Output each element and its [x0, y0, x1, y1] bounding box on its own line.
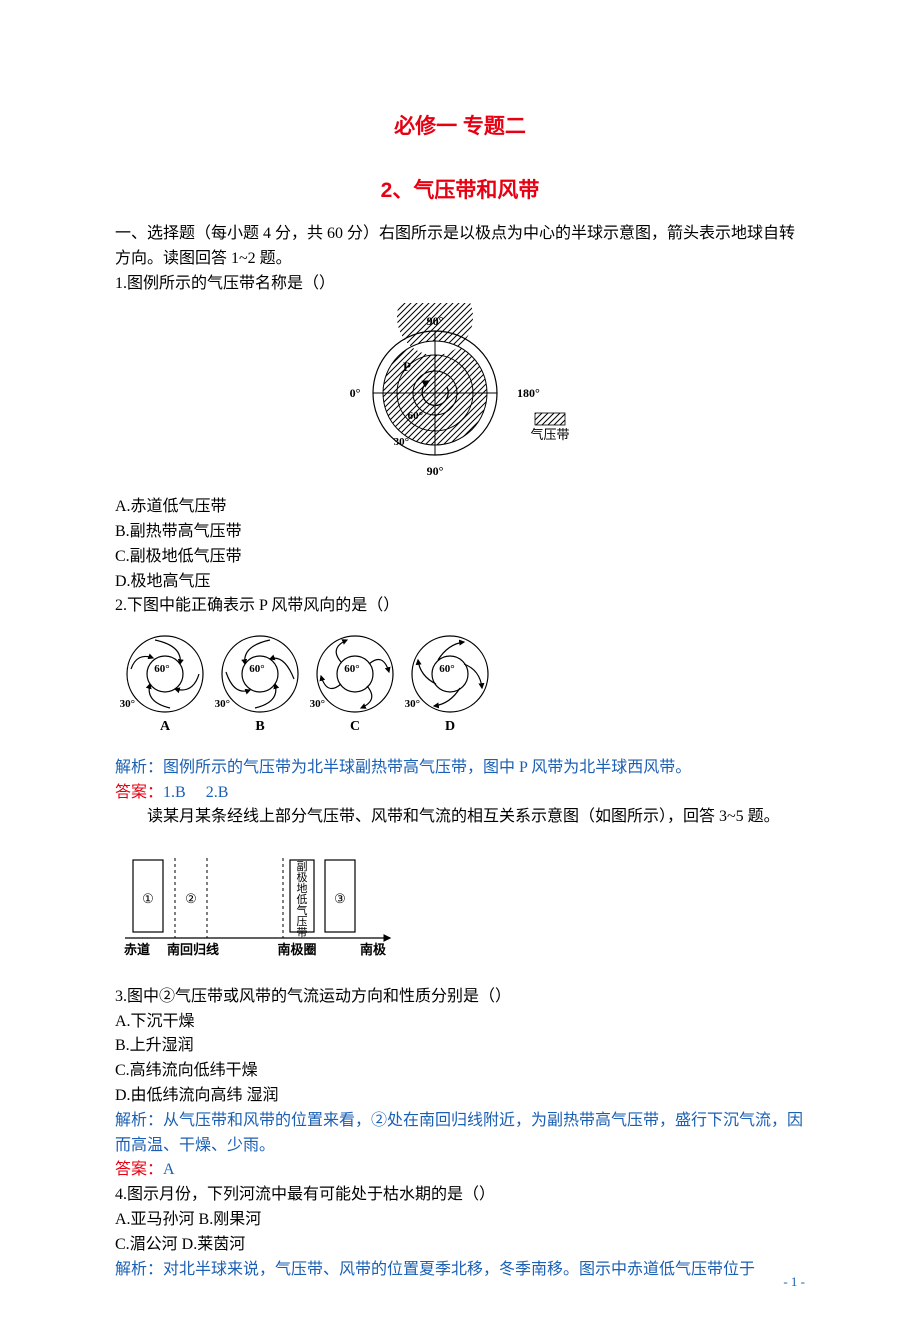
svg-text:30°: 30°	[120, 698, 135, 710]
svg-text:赤道: 赤道	[124, 942, 150, 957]
q2-stem: 2.下图中能正确表示 P 风带风向的是（）	[115, 594, 805, 619]
svg-text:副极地低气压带: 副极地低气压带	[297, 860, 308, 939]
q3-answer-val: A	[163, 1161, 175, 1178]
q4-stem: 4.图示月份，下列河流中最有可能处于枯水期的是（）	[115, 1183, 805, 1208]
fig1-60: 60°	[408, 410, 423, 422]
q1-opt-d: D.极地高气压	[115, 570, 805, 595]
fig1-90b: 90°	[427, 464, 444, 478]
q3-opt-c: C.高纬流向低纬干燥	[115, 1059, 805, 1084]
q3-opt-d: D.由低纬流向高纬 湿润	[115, 1084, 805, 1109]
q1-opt-b: B.副热带高气压带	[115, 520, 805, 545]
title-sub: 2、气压带和风带	[115, 174, 805, 208]
q4-analysis: 解析：对北半球来说，气压带、风带的位置夏季北移，冬季南移。图示中赤道低气压带位于	[115, 1258, 805, 1283]
figure-2: 60° 30° A 60° 30° B	[115, 629, 805, 748]
q3-answer-label: 答案：	[115, 1161, 163, 1178]
svg-text:②: ②	[185, 891, 197, 906]
q4-opts-1: A.亚马孙河 B.刚果河	[115, 1208, 805, 1233]
svg-text:30°: 30°	[215, 698, 230, 710]
q12-answer: 答案：1.B 2.B	[115, 781, 805, 806]
q4-opts-2: C.湄公河 D.莱茵河	[115, 1233, 805, 1258]
svg-text:60°: 60°	[439, 663, 454, 675]
figure-3: ① ② 副极地低气压带 ③ 赤道 南回归线 南极圈 南极	[115, 848, 805, 977]
svg-text:南回归线: 南回归线	[167, 942, 219, 957]
section-intro: 一、选择题（每小题 4 分，共 60 分）右图所示是以极点为中心的半球示意图，箭…	[115, 222, 805, 272]
fig1-P: P	[403, 359, 411, 374]
title-main: 必修一 专题二	[115, 110, 805, 144]
q3-opt-b: B.上升湿润	[115, 1034, 805, 1059]
q12-answer-val: 1.B 2.B	[163, 784, 228, 801]
svg-text:A: A	[160, 719, 171, 734]
svg-text:③: ③	[334, 891, 346, 906]
q3-answer: 答案：A	[115, 1158, 805, 1183]
svg-text:30°: 30°	[310, 698, 325, 710]
svg-text:60°: 60°	[154, 663, 169, 675]
svg-text:南极: 南极	[360, 942, 387, 957]
q3-stem: 3.图中②气压带或风带的气流运动方向和性质分别是（）	[115, 985, 805, 1010]
fig1-30: 30°	[394, 436, 409, 448]
svg-text:D: D	[445, 719, 455, 734]
fig1-90t: 90°	[427, 314, 444, 328]
q12-answer-label: 答案：	[115, 784, 163, 801]
figure-1: 90° 0° 180° 90° 60° 30° P 气压带	[115, 303, 805, 492]
svg-text:30°: 30°	[405, 698, 420, 710]
svg-text:C: C	[350, 719, 360, 734]
svg-text:60°: 60°	[344, 663, 359, 675]
page-number: - 1 -	[783, 1272, 805, 1293]
q1-stem: 1.图例所示的气压带名称是（）	[115, 272, 805, 297]
svg-text:B: B	[255, 719, 264, 734]
q3-opt-a: A.下沉干燥	[115, 1010, 805, 1035]
svg-text:南极圈: 南极圈	[277, 942, 316, 957]
q35-intro: 读某月某条经线上部分气压带、风带和气流的相互关系示意图（如图所示），回答 3~5…	[115, 805, 805, 830]
fig1-legend: 气压带	[530, 427, 569, 442]
svg-text:①: ①	[142, 891, 154, 906]
svg-text:60°: 60°	[249, 663, 264, 675]
q1-opt-c: C.副极地低气压带	[115, 545, 805, 570]
fig1-0: 0°	[350, 386, 361, 400]
q1-opt-a: A.赤道低气压带	[115, 495, 805, 520]
q3-analysis: 解析：从气压带和风带的位置来看，②处在南回归线附近，为副热带高气压带，盛行下沉气…	[115, 1109, 805, 1159]
q12-analysis: 解析：图例所示的气压带为北半球副热带高气压带，图中 P 风带为北半球西风带。	[115, 756, 805, 781]
fig1-180: 180°	[517, 386, 540, 400]
